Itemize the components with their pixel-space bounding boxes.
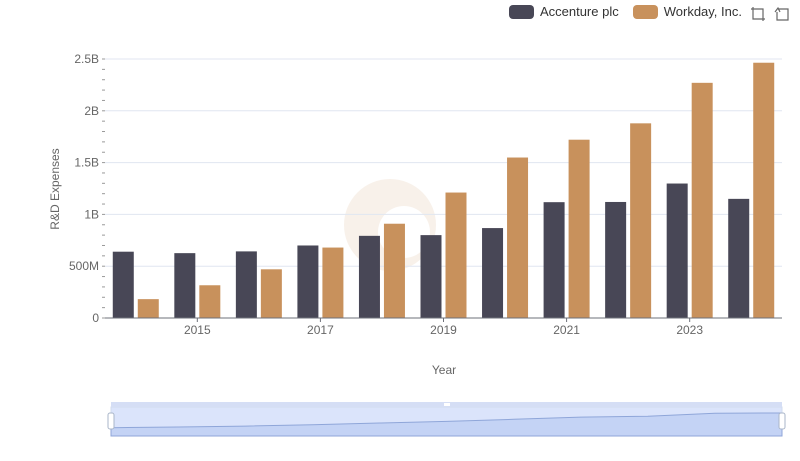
bar-workday bbox=[383, 223, 405, 318]
bar-accenture bbox=[358, 235, 380, 318]
bar-accenture bbox=[666, 183, 688, 318]
zoom-select-icon[interactable] bbox=[750, 6, 766, 22]
toolbox bbox=[750, 6, 790, 22]
zoom-handle-left bbox=[107, 412, 115, 430]
legend-swatch-accenture bbox=[508, 4, 534, 19]
bar-accenture bbox=[482, 228, 504, 318]
bar-workday bbox=[630, 123, 652, 318]
legend-item-workday[interactable]: Workday, Inc. bbox=[632, 4, 742, 19]
bar-workday bbox=[691, 82, 713, 318]
bar-workday bbox=[568, 139, 590, 318]
x-tick-label: 2015 bbox=[184, 323, 211, 337]
y-tick-label: 1B bbox=[84, 207, 99, 221]
zoom-handle-right bbox=[778, 412, 786, 430]
y-tick-label: 500M bbox=[69, 259, 99, 273]
legend: Accenture plc Workday, Inc. bbox=[508, 4, 742, 19]
x-tick-label: 2021 bbox=[553, 323, 580, 337]
zoom-grip bbox=[444, 403, 450, 406]
bar-workday bbox=[507, 157, 529, 318]
y-tick-label: 2B bbox=[84, 104, 99, 118]
y-axis-label: R&D Expenses bbox=[48, 148, 62, 229]
x-tick-label: 2017 bbox=[307, 323, 334, 337]
legend-label-accenture: Accenture plc bbox=[539, 4, 619, 19]
bar-accenture bbox=[297, 245, 319, 318]
x-tick-label: 2019 bbox=[430, 323, 457, 337]
bar-workday bbox=[753, 62, 775, 318]
x-axis-label: Year bbox=[432, 363, 456, 377]
bar-accenture bbox=[235, 251, 257, 318]
legend-swatch-workday bbox=[632, 4, 658, 19]
bar-accenture bbox=[605, 201, 627, 318]
bar-accenture bbox=[728, 198, 750, 318]
bar-workday bbox=[137, 299, 159, 318]
bar-accenture bbox=[420, 235, 442, 318]
y-tick-label: 0 bbox=[92, 311, 99, 325]
bar-accenture bbox=[174, 253, 196, 318]
x-tick-label: 2023 bbox=[676, 323, 703, 337]
bars bbox=[112, 62, 775, 318]
data-zoom-slider[interactable] bbox=[107, 402, 786, 437]
zoom-preview-area bbox=[110, 412, 783, 437]
bar-accenture bbox=[543, 202, 565, 318]
legend-item-accenture[interactable]: Accenture plc bbox=[508, 4, 619, 19]
bar-workday bbox=[322, 247, 344, 318]
legend-label-workday: Workday, Inc. bbox=[663, 4, 742, 19]
bar-workday bbox=[445, 192, 467, 318]
y-tick-label: 2.5B bbox=[74, 52, 99, 66]
bar-accenture bbox=[112, 251, 134, 318]
bar-workday bbox=[260, 269, 282, 318]
axes: 0 500M 1B 1.5B 2B 2.5B 2015 2017 2019 2021 2023 bbox=[69, 52, 782, 337]
bar-workday bbox=[199, 285, 221, 318]
restore-icon[interactable] bbox=[774, 6, 790, 22]
y-tick-label: 1.5B bbox=[74, 156, 99, 170]
